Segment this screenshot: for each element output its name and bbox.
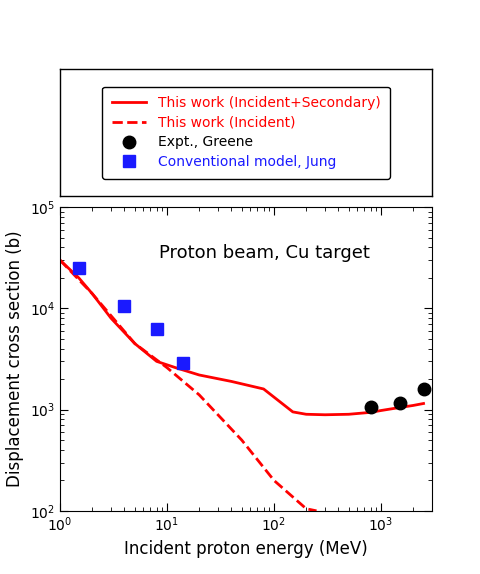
This work (Incident+Secondary)	[196, 371, 202, 378]
This work (Incident)	[239, 437, 245, 444]
Conventional model, Jung	[76, 265, 82, 272]
This work (Incident+Secondary)	[368, 409, 373, 416]
This work (Incident+Secondary)	[173, 364, 179, 371]
Text: Proton beam, Cu target: Proton beam, Cu target	[159, 244, 370, 262]
This work (Incident+Secondary)	[290, 409, 296, 416]
This work (Incident)	[89, 290, 95, 297]
Line: This work (Incident+Secondary): This work (Incident+Secondary)	[60, 260, 423, 415]
This work (Incident+Secondary)	[397, 404, 403, 411]
This work (Incident+Secondary)	[154, 358, 159, 365]
Y-axis label: Displacement cross section (b): Displacement cross section (b)	[6, 231, 24, 487]
This work (Incident+Secondary)	[410, 402, 416, 409]
Line: This work (Incident): This work (Incident)	[60, 260, 316, 511]
This work (Incident+Secondary)	[228, 378, 234, 385]
This work (Incident+Secondary)	[89, 290, 95, 297]
Conventional model, Jung	[154, 326, 159, 333]
This work (Incident)	[303, 505, 309, 512]
Line: Conventional model, Jung: Conventional model, Jung	[72, 262, 189, 369]
This work (Incident)	[196, 391, 202, 398]
This work (Incident+Secondary)	[261, 386, 266, 393]
Conventional model, Jung	[180, 359, 185, 366]
This work (Incident)	[313, 507, 319, 514]
This work (Incident+Secondary)	[346, 411, 352, 418]
This work (Incident)	[164, 364, 170, 371]
This work (Incident+Secondary)	[76, 274, 82, 281]
This work (Incident+Secondary)	[303, 411, 309, 418]
This work (Incident)	[271, 477, 277, 484]
This work (Incident+Secondary)	[322, 412, 328, 418]
This work (Incident+Secondary)	[108, 315, 114, 321]
This work (Incident+Secondary)	[132, 340, 138, 347]
Legend: This work (Incident+Secondary), This work (Incident), Expt., Greene, Conventiona: This work (Incident+Secondary), This wor…	[102, 87, 390, 179]
This work (Incident)	[57, 257, 63, 263]
Conventional model, Jung	[121, 303, 127, 310]
Expt., Greene	[420, 386, 426, 393]
X-axis label: Incident proton energy (MeV): Incident proton energy (MeV)	[124, 540, 368, 558]
Line: Expt., Greene: Expt., Greene	[364, 383, 430, 414]
This work (Incident+Secondary)	[57, 257, 63, 263]
Expt., Greene	[368, 404, 373, 411]
Expt., Greene	[397, 400, 403, 407]
This work (Incident+Secondary)	[378, 407, 384, 414]
This work (Incident+Secondary)	[420, 400, 426, 407]
This work (Incident)	[132, 340, 138, 347]
